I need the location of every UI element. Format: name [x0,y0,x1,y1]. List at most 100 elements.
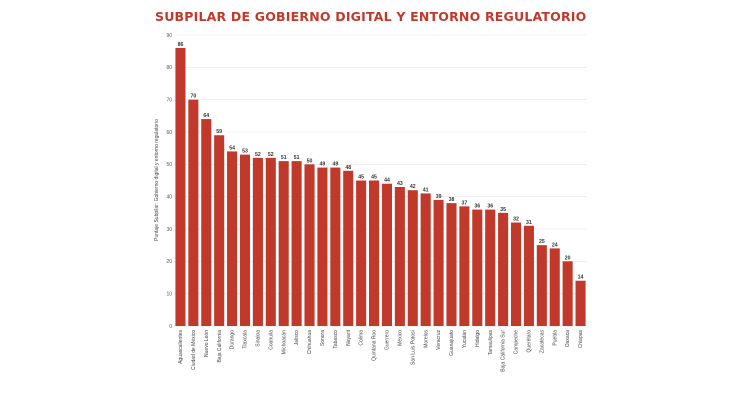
category-label: Ciudad de México [191,330,197,370]
bar [459,206,470,326]
bar [175,47,186,326]
category-label: Baja California [217,330,223,363]
category-label: Aguascalientes [178,330,184,364]
category-label: Chihuahua [307,330,313,354]
category-label: Chiapas [578,330,584,349]
bar [420,193,431,326]
y-tick-label: 30 [166,227,172,233]
bar [381,183,392,326]
chart-title: SUBPILAR DE GOBIERNO DIGITAL Y ENTORNO R… [155,9,587,24]
data-label: 51 [294,155,300,161]
category-label: Yucatán [462,330,468,348]
data-label: 64 [203,113,209,119]
data-label: 20 [565,255,571,261]
bars [175,47,586,327]
bar [369,180,380,326]
bar [188,99,199,327]
bar [536,245,547,326]
bar [304,164,315,326]
bar [343,170,354,326]
category-label: Hidalgo [475,330,481,347]
category-label: Puebla [552,330,558,346]
data-label: 41 [423,187,429,193]
data-label: 45 [371,175,377,181]
data-label: 49 [320,162,326,168]
bar [549,248,560,326]
bar [278,161,289,326]
data-label: 48 [345,165,351,171]
data-label: 44 [384,178,390,184]
bar [317,167,328,326]
data-label: 35 [500,207,506,213]
data-labels: 86 70 64 59 54 53 52 52 51 51 50 49 49 48 45 45 44 43 42 41… [178,42,584,281]
category-label: Michoacán [281,330,287,354]
category-label: Zacatecas [539,330,545,354]
bar [575,280,586,326]
bar [523,225,534,326]
bar [227,151,238,326]
category-label: Guanajuato [449,330,455,356]
category-label: Quintana Roo [372,330,378,361]
data-label: 36 [474,204,480,210]
bar [510,222,522,326]
category-label: Morelos [423,330,429,348]
bar [407,190,418,326]
bar [252,157,263,326]
y-tick-label: 80 [166,65,172,71]
category-label: Coahuila [268,330,274,350]
data-label: 54 [229,145,235,151]
data-label: 52 [255,152,261,158]
y-tick-label: 50 [166,162,172,168]
y-tick-label: 90 [166,33,172,39]
data-label: 53 [242,149,248,155]
data-label: 36 [487,204,493,210]
data-label: 43 [397,181,403,187]
bar [201,119,212,326]
data-label: 39 [436,194,442,200]
bar [291,161,302,326]
bar [330,167,341,326]
data-label: 37 [462,200,468,206]
data-label: 31 [526,220,532,226]
y-axis-title: Puntaje Subpilar: Gobierno digital y ent… [154,119,160,241]
category-label: Veracruz [436,330,442,350]
category-label: Jalisco [294,330,300,346]
category-label: Colima [359,330,365,346]
data-label: 59 [216,129,222,135]
data-label: 32 [513,217,519,223]
bar [265,157,276,326]
data-label: 50 [307,158,313,164]
category-label: Baja California Sur [501,330,507,372]
category-label: Campeche [514,330,520,354]
bar [239,154,251,326]
bar [498,212,509,326]
category-label: Durango [230,330,236,349]
data-label: 70 [190,94,196,100]
data-label: 52 [268,152,274,158]
category-labels: Aguascalientes Ciudad de México Nuevo León… [178,329,584,371]
y-tick-label: 60 [166,130,172,136]
bar [562,261,573,326]
y-axis-ticks: 0 10 20 30 40 50 60 70 80 90 [166,33,172,330]
data-label: 51 [281,155,287,161]
category-label: Tamaulipas [488,330,494,356]
data-label: 25 [539,239,545,245]
bar [472,209,483,326]
category-label: Sonora [320,330,326,346]
category-label: Nayarit [346,329,352,345]
bar [356,180,367,326]
category-label: Sinaloa [255,330,261,347]
category-label: San Luis Potosí [410,329,416,365]
data-label: 42 [410,184,416,190]
y-tick-label: 10 [166,291,172,297]
category-label: Oaxaca [565,330,571,347]
y-tick-label: 20 [166,259,172,265]
data-label: 86 [178,42,184,48]
category-label: México [397,330,403,346]
bar [446,203,457,326]
category-label: Guerrero [385,330,391,350]
category-label: Nuevo León [204,330,210,357]
bar [485,209,496,326]
y-tick-label: 40 [166,194,172,200]
